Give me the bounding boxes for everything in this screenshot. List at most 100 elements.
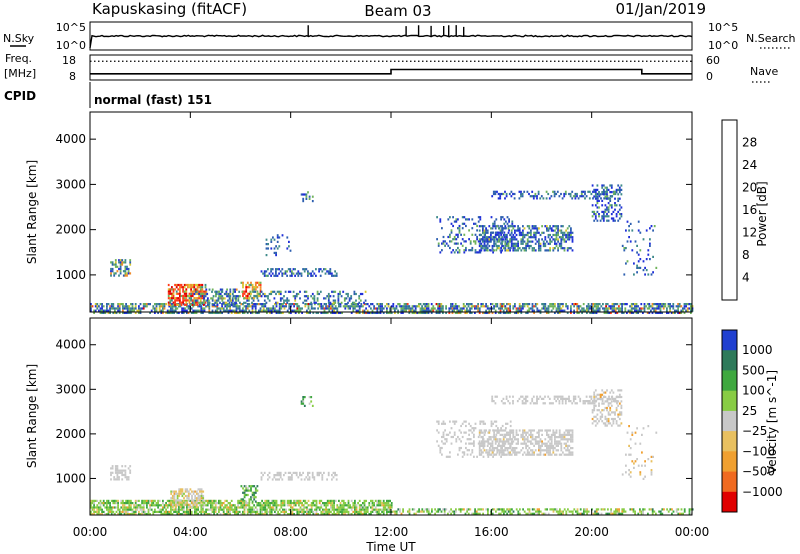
heatmap-cell [247, 299, 250, 302]
heatmap-cell [424, 311, 427, 314]
heatmap-cell [305, 197, 308, 200]
heatmap-cell [284, 270, 287, 273]
heatmap-cell [547, 229, 550, 232]
heatmap-cell [190, 297, 193, 300]
heatmap-cell [186, 309, 188, 312]
heatmap-cell [360, 305, 363, 308]
heatmap-cell [571, 236, 574, 239]
heatmap-cell [541, 440, 543, 443]
heatmap-cell [486, 438, 489, 441]
heatmap-cell [253, 305, 255, 308]
heatmap-cell [207, 303, 209, 307]
heatmap-cell [288, 303, 291, 306]
heatmap-cell [195, 283, 197, 287]
heatmap-cell [624, 309, 627, 312]
heatmap-cell [179, 492, 182, 495]
heatmap-cell [618, 309, 620, 312]
heatmap-cell [560, 238, 563, 241]
heatmap-cell [174, 510, 177, 513]
heatmap-cell [181, 503, 184, 506]
heatmap-cell [387, 303, 390, 306]
heatmap-cell [130, 508, 132, 511]
heatmap-cell [331, 474, 333, 477]
heatmap-cell [523, 431, 526, 434]
heatmap-cell [116, 265, 119, 268]
heatmap-cell [600, 512, 603, 515]
noise-tick-right-bottom: 10^0 [708, 39, 738, 52]
heatmap-cell [491, 449, 494, 452]
heatmap-cell [340, 301, 343, 304]
heatmap-cell [571, 431, 574, 434]
heatmap-cell [494, 192, 497, 196]
heatmap-cell [206, 292, 209, 296]
heatmap-cell [686, 309, 689, 312]
heatmap-cell [144, 510, 147, 513]
heatmap-cell [322, 502, 324, 505]
heatmap-cell [327, 474, 330, 477]
heatmap-cell [390, 504, 393, 507]
heatmap-cell [406, 305, 409, 308]
heatmap-cell [336, 506, 339, 509]
heatmap-cell [511, 222, 514, 225]
heatmap-cell [279, 292, 282, 296]
heatmap-cell [173, 492, 176, 495]
heatmap-cell [427, 510, 430, 513]
heatmap-cell [539, 440, 542, 443]
heatmap-cell [565, 236, 567, 239]
heatmap-cell [216, 502, 219, 505]
heatmap-cell [299, 307, 302, 310]
heatmap-cell [618, 307, 620, 310]
heatmap-cell [568, 451, 571, 454]
heatmap-cell [266, 309, 268, 312]
heatmap-cell [199, 499, 201, 502]
heatmap-cell [374, 499, 377, 502]
heatmap-cell [272, 504, 275, 507]
heatmap-cell [177, 297, 180, 300]
heatmap-cell [593, 402, 596, 405]
heatmap-cell [624, 303, 627, 306]
heatmap-cell [588, 190, 591, 193]
heatmap-cell [512, 510, 515, 513]
heatmap-cell [539, 510, 542, 513]
heatmap-cell [157, 311, 159, 314]
heatmap-cell [254, 303, 257, 306]
heatmap-cell [381, 309, 383, 312]
heatmap-cell [321, 474, 324, 477]
heatmap-cell [477, 305, 479, 308]
heatmap-cell [520, 436, 523, 439]
heatmap-cell [418, 510, 420, 513]
heatmap-cell [630, 307, 633, 310]
heatmap-cell [197, 494, 200, 498]
heatmap-cell [269, 513, 271, 516]
heatmap-cell [463, 251, 466, 254]
heatmap-cell [522, 436, 524, 439]
heatmap-cell [395, 307, 398, 310]
heatmap-cell [614, 202, 616, 205]
heatmap-cell [201, 286, 204, 289]
heatmap-cell [178, 490, 181, 493]
heatmap-cell [207, 299, 210, 302]
heatmap-cell [246, 286, 249, 289]
heatmap-cell [620, 215, 623, 218]
heatmap-cell [191, 497, 193, 500]
heatmap-cell [333, 513, 335, 516]
heatmap-cell [448, 307, 451, 310]
heatmap-cell [291, 274, 293, 277]
heatmap-cell [461, 238, 464, 241]
heatmap-cell [506, 438, 508, 441]
heatmap-cell [646, 303, 649, 306]
heatmap-cell [394, 307, 396, 310]
heatmap-cell [259, 513, 262, 516]
heatmap-cell [171, 494, 174, 498]
heatmap-cell [504, 440, 507, 443]
heatmap-cell [251, 493, 254, 497]
heatmap-cell [142, 499, 145, 502]
heatmap-cell [149, 303, 151, 306]
heatmap-cell [203, 290, 205, 293]
heatmap-cell [119, 471, 122, 474]
heatmap-cell [590, 311, 593, 314]
heatmap-cell [468, 429, 470, 432]
heatmap-cell [302, 506, 305, 509]
heatmap-cell [471, 442, 474, 445]
heatmap-cell [208, 288, 211, 291]
